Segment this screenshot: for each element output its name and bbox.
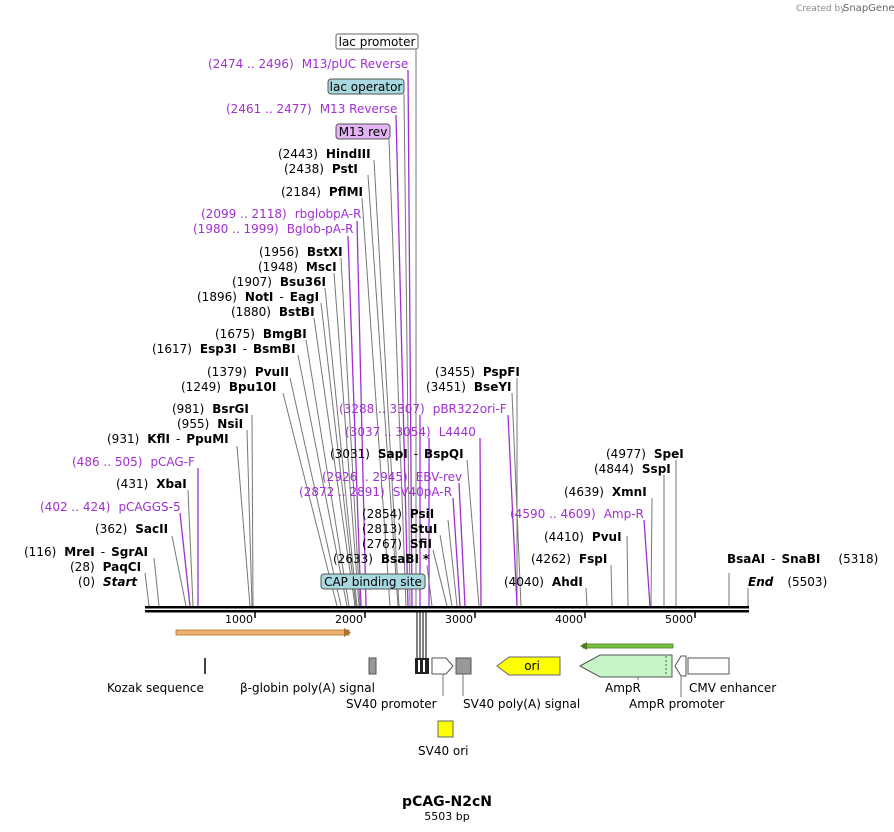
site-paqci[interactable]: (28) PaqCI	[70, 560, 141, 574]
site-bpu10i[interactable]: (1249) Bpu10I	[181, 380, 276, 394]
site-pvuii[interactable]: (1379) PvuII	[207, 365, 289, 379]
site-bstbi[interactable]: (1880) BstBI	[231, 305, 315, 319]
site-spei[interactable]: (4977) SpeI	[606, 447, 684, 461]
primer-pbr322ori-f[interactable]: (3288 .. 3307) pBR322ori-F	[339, 402, 507, 416]
site-bsu36i[interactable]: (1907) Bsu36I	[232, 275, 326, 289]
site-xmni[interactable]: (4639) XmnI	[564, 485, 647, 499]
cap-binding-site-label: CAP binding site	[324, 575, 422, 589]
tick-3000: 3000	[445, 613, 473, 626]
feature-labels: Kozak sequence β-globin poly(A) signal S…	[107, 681, 776, 758]
cmv-enhancer-box	[687, 657, 730, 675]
site-hindiii[interactable]: (2443) HindIII	[278, 147, 371, 161]
sv40-ori-box	[437, 720, 454, 738]
site-psii[interactable]: (2854) PsiI	[362, 507, 434, 521]
site-bsaai-snabi[interactable]: BsaAI - SnaBI (5318)	[727, 552, 878, 566]
site-sspi[interactable]: (4844) SspI	[594, 462, 671, 476]
feature-sv40-promoter[interactable]: SV40 promoter	[346, 697, 437, 711]
site-start[interactable]: (0) Start	[78, 575, 138, 589]
primer-labels: (2474 .. 2496) M13/pUC Reverse (2461 .. 2…	[40, 57, 644, 521]
m13-rev-label: M13 rev	[339, 125, 388, 139]
site-bmgbi[interactable]: (1675) BmgBI	[215, 327, 307, 341]
bglobin-box	[368, 657, 377, 675]
site-sacii[interactable]: (362) SacII	[95, 522, 168, 536]
ampr-arrow	[578, 654, 673, 678]
m13-rev-box[interactable]: M13 rev	[335, 123, 391, 140]
site-pvui[interactable]: (4410) PvuI	[544, 530, 622, 544]
sequence-backbone: 1000 2000 3000 4000 5000	[145, 606, 749, 626]
site-esp3i-bsmbi[interactable]: (1617) Esp3I - BsmBI	[152, 342, 295, 356]
feature-track: ori	[204, 654, 730, 738]
tick-1000: 1000	[225, 613, 253, 626]
tick-5000: 5000	[665, 613, 693, 626]
site-msci[interactable]: (1948) MscI	[258, 260, 337, 274]
feature-kozak[interactable]: Kozak sequence	[107, 681, 204, 695]
site-kfli-ppumi[interactable]: (931) KflI - PpuMI	[107, 432, 229, 446]
site-stui[interactable]: (2813) StuI	[362, 522, 437, 536]
primer-pcaggs-5[interactable]: (402 .. 424) pCAGGS-5	[40, 500, 181, 514]
site-mrei-sgrai[interactable]: (116) MreI - SgrAI	[24, 545, 148, 559]
feature-ampr[interactable]: AmpR	[605, 681, 641, 695]
feature-ticks	[416, 612, 427, 660]
primer-amp-r[interactable]: (4590 .. 4609) Amp-R	[510, 507, 644, 521]
primer-l4440[interactable]: (3037 .. 3054) L4440	[345, 425, 476, 439]
lac-operator-label: lac operator	[330, 80, 403, 94]
site-bseyi[interactable]: (3451) BseYI	[426, 380, 512, 394]
lac-promoter-box[interactable]: lac promoter	[335, 33, 419, 50]
site-pflmi[interactable]: (2184) PflMI	[281, 185, 363, 199]
cap-binding-site-box[interactable]: CAP binding site	[320, 573, 426, 590]
sv40-promoter-arrow	[431, 657, 454, 675]
primer-rbglobpa-r[interactable]: (2099 .. 2118) rbglobpA-R	[201, 207, 361, 221]
site-fspi[interactable]: (4262) FspI	[531, 552, 607, 566]
plasmid-length: 5503 bp	[424, 810, 469, 823]
site-bstxi[interactable]: (1956) BstXI	[259, 245, 343, 259]
feature-ampr-promoter[interactable]: AmpR promoter	[629, 697, 724, 711]
lac-promoter-label: lac promoter	[339, 35, 416, 49]
primer-m13-reverse[interactable]: (2461 .. 2477) M13 Reverse	[226, 102, 397, 116]
feature-cmv-enhancer[interactable]: CMV enhancer	[689, 681, 776, 695]
tick-4000: 4000	[555, 613, 583, 626]
feature-bglobin[interactable]: β-globin poly(A) signal	[240, 681, 375, 695]
sv40-polya-box	[455, 657, 472, 675]
site-xbai[interactable]: (431) XbaI	[116, 477, 187, 491]
site-bsrgi[interactable]: (981) BsrGI	[172, 402, 249, 416]
ori-arrow	[496, 656, 561, 676]
site-noti-eagi[interactable]: (1896) NotI - EagI	[197, 290, 319, 304]
primer-sv40pa-r[interactable]: (2872 .. 2891) SV40pA-R	[299, 485, 452, 499]
site-nsii[interactable]: (955) NsiI	[177, 417, 243, 431]
sv40-promoter-dark	[415, 658, 429, 674]
plasmid-name: pCAG-N2cN	[402, 794, 492, 810]
primer-ebv-rev[interactable]: (2926 .. 2945) EBV-rev	[322, 470, 462, 484]
brand-created-by: Created by	[796, 4, 846, 14]
primer-pcag-f[interactable]: (486 .. 505) pCAG-F	[72, 455, 195, 469]
ori-label: ori	[524, 659, 540, 673]
site-bsabi[interactable]: (2633) BsaBI *	[333, 552, 430, 566]
site-ahdi[interactable]: (4040) AhdI	[504, 575, 583, 589]
site-psti[interactable]: (2438) PstI	[284, 162, 358, 176]
primer-m13-puc-reverse[interactable]: (2474 .. 2496) M13/pUC Reverse	[208, 57, 408, 71]
lac-operator-box[interactable]: lac operator	[327, 78, 405, 95]
brand-snapgene: SnapGene	[843, 3, 894, 14]
feature-sv40-polya[interactable]: SV40 poly(A) signal	[463, 697, 580, 711]
leader-lines	[144, 48, 749, 607]
site-sapi-bspqi[interactable]: (3031) SapI - BspQI	[330, 447, 464, 461]
site-pspfi[interactable]: (3455) PspFI	[435, 365, 520, 379]
orange-arrow	[175, 628, 351, 637]
enzyme-labels: (2443) HindIII (2438) PstI (2184) PflMI (19…	[24, 147, 878, 589]
green-arrow	[580, 642, 674, 650]
primer-bglob-pa-r[interactable]: (1980 .. 1999) Bglob-pA-R	[193, 222, 353, 236]
tick-2000: 2000	[335, 613, 363, 626]
ampr-promoter-arrow	[674, 655, 687, 677]
feature-sv40-ori[interactable]: SV40 ori	[418, 744, 469, 758]
site-end[interactable]: End (5503)	[748, 575, 827, 589]
site-sfii[interactable]: (2767) SfiI	[362, 537, 432, 551]
